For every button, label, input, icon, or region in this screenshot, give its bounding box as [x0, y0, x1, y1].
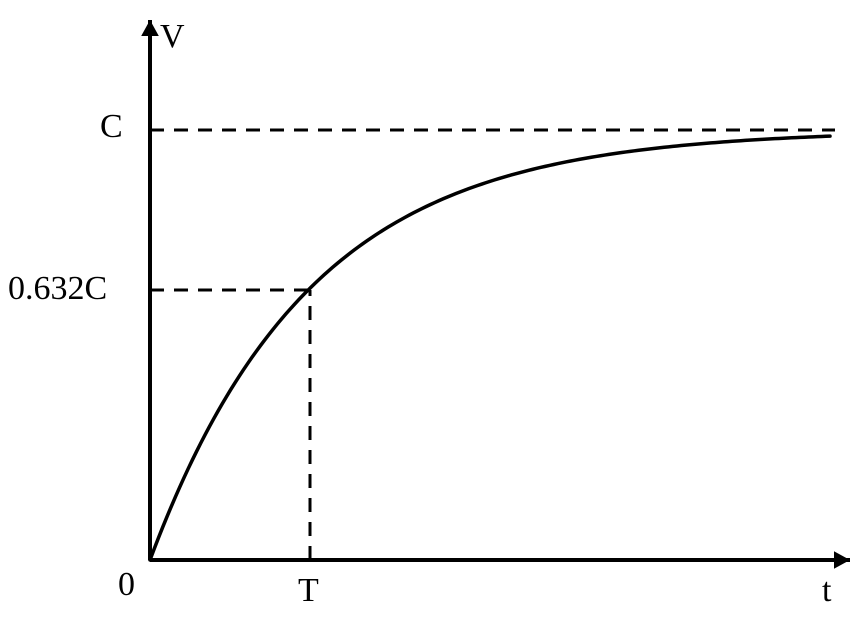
- chart-svg: [0, 0, 867, 641]
- x-axis-label: t: [822, 572, 831, 610]
- exponential-response-chart: V t 0 C 0.632C T: [0, 0, 867, 641]
- t-label: T: [298, 572, 319, 610]
- c-label: C: [100, 108, 123, 146]
- y-axis-label: V: [160, 18, 185, 56]
- origin-label: 0: [118, 566, 135, 604]
- tau-y-label: 0.632C: [8, 270, 107, 308]
